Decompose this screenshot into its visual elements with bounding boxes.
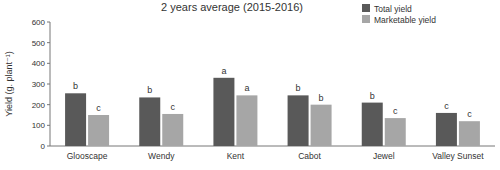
y-tick-label: 500 [32, 39, 46, 48]
legend-label: Marketable yield [374, 15, 436, 25]
bar [311, 105, 332, 146]
legend-swatch [362, 4, 370, 12]
bar [213, 78, 234, 146]
significance-letter: b [319, 93, 324, 103]
significance-letter: b [147, 85, 152, 95]
y-tick-label: 200 [32, 101, 46, 110]
title: 2 years average (2015-2016) [161, 1, 303, 13]
y-axis-label: Yield (g. plant⁻¹) [4, 51, 14, 116]
bar [236, 95, 257, 146]
bar [362, 103, 383, 146]
chart: 2 years average (2015-2016) Yield (g. pla… [0, 0, 500, 170]
y-tick-label: 100 [32, 121, 46, 130]
bar [162, 114, 183, 146]
y-tick-label: 600 [32, 18, 46, 27]
legend-label: Total yield [374, 4, 412, 14]
y-axis [50, 22, 51, 146]
legend-swatch [362, 15, 370, 23]
bar [288, 95, 309, 146]
chart-svg: 2 years average (2015-2016) Yield (g. pla… [0, 0, 500, 170]
y-tick-label: 300 [32, 80, 46, 89]
significance-letter: a [244, 83, 249, 93]
significance-letter: c [171, 102, 176, 112]
bar [459, 121, 480, 146]
significance-letter: c [444, 101, 449, 111]
x-tick-label: Wendy [148, 151, 175, 161]
bar [65, 93, 86, 146]
bars [65, 78, 480, 146]
significance-letter: b [73, 81, 78, 91]
x-tick-label: Valley Sunset [432, 151, 484, 161]
bar [139, 97, 160, 146]
bar [436, 113, 457, 146]
bar [385, 118, 406, 146]
significance-letter: c [96, 103, 101, 113]
x-tick-label: Cabot [298, 151, 321, 161]
x-tick-label: Jewel [373, 151, 395, 161]
significance-letter: c [467, 109, 472, 119]
significance-letter: c [393, 106, 398, 116]
significance-letter: b [370, 91, 375, 101]
bar [88, 115, 109, 146]
x-tick-label: Kent [227, 151, 245, 161]
x-axis [50, 146, 495, 147]
y-tick-label: 0 [41, 142, 46, 151]
significance-letter: a [221, 66, 226, 76]
y-tick-label: 400 [32, 59, 46, 68]
significance-letter: b [296, 83, 301, 93]
x-tick-label: Glooscape [67, 151, 108, 161]
